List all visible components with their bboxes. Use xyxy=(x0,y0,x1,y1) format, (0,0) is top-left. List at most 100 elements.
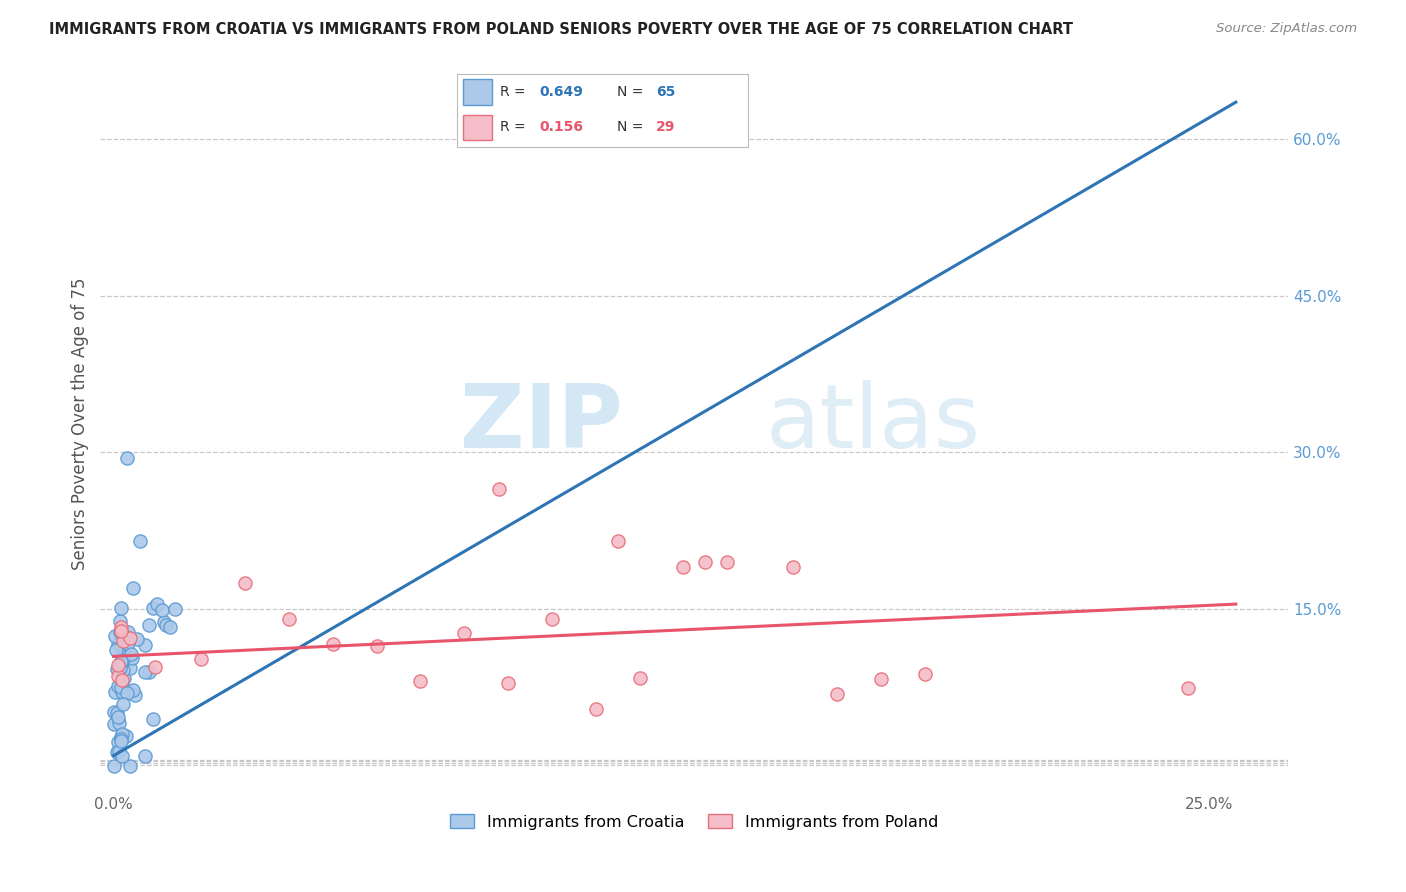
Point xyxy=(120,647,142,661)
Point xyxy=(695,555,717,569)
Point xyxy=(124,688,146,702)
Point xyxy=(134,638,156,652)
Point xyxy=(105,662,128,676)
Point xyxy=(103,706,125,720)
Point xyxy=(150,603,173,617)
Point xyxy=(134,665,156,679)
Point xyxy=(869,672,891,686)
Point xyxy=(117,625,139,640)
Point xyxy=(585,702,607,716)
Point xyxy=(190,651,212,665)
Text: Source: ZipAtlas.com: Source: ZipAtlas.com xyxy=(1216,22,1357,36)
Point xyxy=(107,735,129,749)
Point xyxy=(108,624,131,639)
Point xyxy=(104,629,127,643)
Point xyxy=(120,661,142,675)
Point xyxy=(110,734,132,748)
Point xyxy=(672,560,695,574)
Point xyxy=(107,679,129,693)
Point xyxy=(110,681,132,695)
Point xyxy=(112,671,135,685)
Point xyxy=(118,632,141,646)
Point xyxy=(107,657,129,672)
Point xyxy=(782,559,804,574)
Point xyxy=(110,601,132,615)
Point xyxy=(110,675,132,690)
Point xyxy=(111,645,134,659)
Point xyxy=(110,673,132,687)
Point xyxy=(114,729,136,743)
Point xyxy=(121,682,143,697)
Point xyxy=(111,748,134,763)
Point xyxy=(112,650,135,665)
Text: ZIP: ZIP xyxy=(460,380,623,467)
Point xyxy=(127,632,149,646)
Point xyxy=(128,534,150,549)
Point xyxy=(115,450,138,465)
Point xyxy=(142,601,165,615)
Point xyxy=(143,660,166,674)
Point xyxy=(138,665,160,680)
Point xyxy=(110,624,132,638)
Point xyxy=(112,698,135,712)
Point xyxy=(108,615,131,629)
Point xyxy=(111,683,134,698)
Point xyxy=(111,685,134,699)
Point xyxy=(163,601,186,615)
Text: atlas: atlas xyxy=(766,380,981,467)
Point xyxy=(105,706,128,721)
Point xyxy=(110,727,132,741)
Point xyxy=(366,639,388,653)
Point xyxy=(111,653,134,667)
Point xyxy=(115,686,138,700)
Point xyxy=(107,709,129,723)
Point xyxy=(122,581,145,595)
Point xyxy=(105,745,128,759)
Point xyxy=(233,575,256,590)
Point xyxy=(496,676,519,690)
Point xyxy=(120,759,142,773)
Legend: Immigrants from Croatia, Immigrants from Poland: Immigrants from Croatia, Immigrants from… xyxy=(444,807,945,836)
Point xyxy=(152,615,174,629)
Point xyxy=(409,674,432,689)
Point xyxy=(1177,681,1199,695)
Y-axis label: Seniors Poverty Over the Age of 75: Seniors Poverty Over the Age of 75 xyxy=(72,277,89,570)
Point xyxy=(453,626,475,640)
Point xyxy=(105,643,128,657)
Point xyxy=(103,685,125,699)
Point xyxy=(112,634,135,648)
Point xyxy=(117,636,139,650)
Point xyxy=(110,731,132,746)
Point xyxy=(108,661,131,675)
Point xyxy=(628,671,651,685)
Point xyxy=(107,637,129,651)
Point xyxy=(488,482,510,496)
Point xyxy=(108,715,131,730)
Point xyxy=(541,612,564,626)
Point xyxy=(114,629,136,643)
Point xyxy=(138,618,160,632)
Point xyxy=(134,748,156,763)
Point xyxy=(110,654,132,668)
Point xyxy=(117,684,139,698)
Point xyxy=(121,651,143,665)
Point xyxy=(142,712,165,726)
Point xyxy=(146,597,169,611)
Point xyxy=(108,743,131,757)
Point xyxy=(716,555,738,569)
Point xyxy=(159,620,181,634)
Point xyxy=(110,730,132,744)
Point xyxy=(322,637,344,651)
Point xyxy=(914,667,936,681)
Point xyxy=(606,534,628,549)
Point xyxy=(110,620,132,634)
Point xyxy=(103,759,125,773)
Text: IMMIGRANTS FROM CROATIA VS IMMIGRANTS FROM POLAND SENIORS POVERTY OVER THE AGE O: IMMIGRANTS FROM CROATIA VS IMMIGRANTS FR… xyxy=(49,22,1073,37)
Point xyxy=(277,612,299,626)
Point xyxy=(112,663,135,677)
Point xyxy=(103,717,125,731)
Point xyxy=(155,617,177,632)
Point xyxy=(107,669,129,683)
Point xyxy=(825,687,848,701)
Point xyxy=(111,655,134,669)
